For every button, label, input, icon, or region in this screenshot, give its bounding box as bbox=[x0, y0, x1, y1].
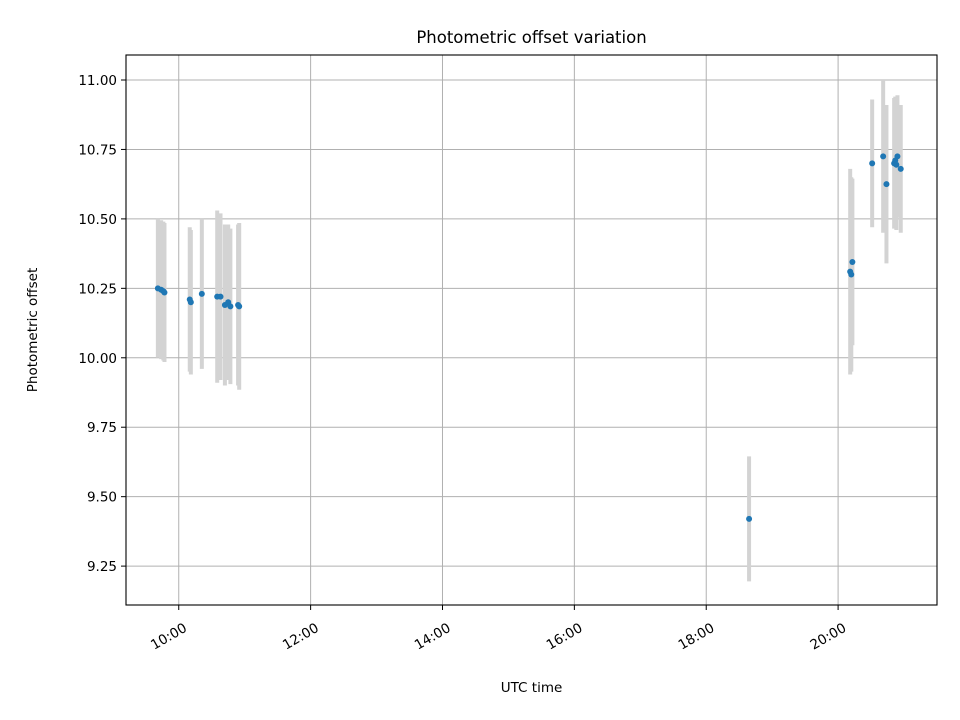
data-point bbox=[869, 160, 876, 167]
y-tick-label: 11.00 bbox=[78, 73, 117, 89]
data-point bbox=[161, 289, 168, 296]
data-point bbox=[883, 181, 890, 188]
y-tick-label: 10.00 bbox=[78, 351, 117, 367]
x-axis-label: UTC time bbox=[501, 680, 563, 696]
data-point bbox=[217, 293, 224, 300]
data-point bbox=[880, 153, 887, 160]
data-point bbox=[746, 515, 753, 522]
data-points bbox=[154, 153, 904, 522]
y-tick-label: 10.25 bbox=[78, 281, 117, 297]
data-point bbox=[848, 271, 855, 278]
data-point bbox=[227, 303, 234, 310]
y-tick-label: 10.50 bbox=[78, 212, 117, 228]
grid bbox=[126, 55, 937, 605]
plot-frame bbox=[125, 54, 938, 606]
data-point bbox=[849, 258, 856, 265]
y-axis-label: Photometric offset bbox=[25, 268, 41, 392]
y-tick-label: 9.50 bbox=[87, 490, 117, 506]
y-tick-label: 9.75 bbox=[87, 420, 117, 436]
y-tick-label: 9.25 bbox=[87, 559, 117, 575]
y-axis-ticks: 9.25 9.50 9.75 10.00 10.25 10.50 10.75 11.00 bbox=[78, 73, 126, 575]
data-point bbox=[236, 303, 243, 310]
data-point bbox=[187, 299, 194, 306]
data-point bbox=[198, 290, 205, 297]
data-point bbox=[897, 165, 904, 172]
data-point bbox=[893, 161, 900, 168]
data-point bbox=[894, 153, 901, 160]
y-tick-label: 10.75 bbox=[78, 142, 117, 158]
chart-title: Photometric offset variation bbox=[416, 28, 646, 47]
